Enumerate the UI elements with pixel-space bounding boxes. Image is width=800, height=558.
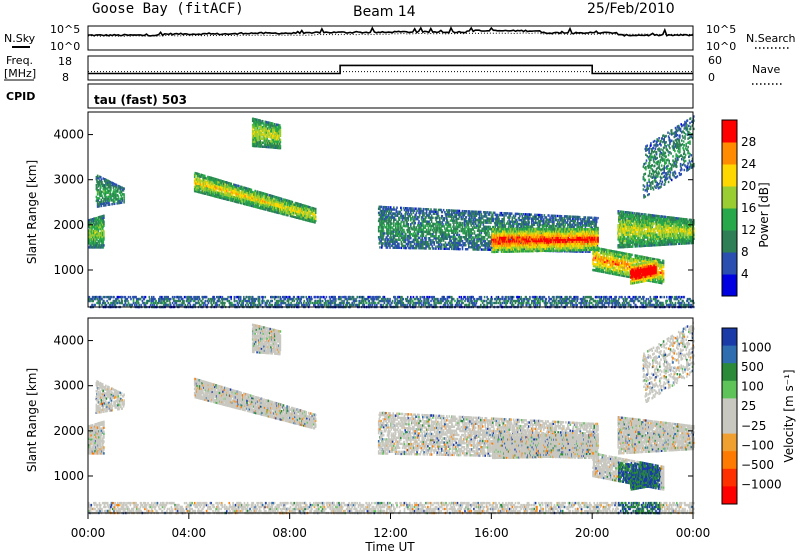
range-cell (103, 244, 105, 246)
range-cell (114, 201, 116, 203)
frequency-line (88, 65, 693, 73)
cpid-panel: CPID tau (fast) 503 (6, 84, 693, 108)
cpid-value: tau (fast) 503 (94, 93, 187, 107)
range-cell (103, 221, 105, 223)
noise-sky-line (88, 28, 693, 36)
range-cell (101, 179, 103, 181)
range-cell (257, 191, 259, 193)
range-cell (123, 188, 125, 190)
nave-label: Nave (752, 63, 780, 76)
range-cell (121, 202, 123, 204)
range-cell (101, 181, 103, 183)
range-cell (99, 197, 101, 199)
range-cell (103, 242, 105, 244)
range-cell (101, 191, 103, 193)
power-panel: 1000200030004000 Slant Range [km] (25, 112, 695, 308)
noise-left-tick-top: 10^5 (50, 23, 80, 36)
range-cell (97, 175, 99, 177)
range-cell (118, 196, 120, 198)
noise-left-tick-bottom: 10^0 (50, 40, 80, 53)
range-cell (103, 215, 105, 217)
noise-left-label: N.Sky (4, 32, 36, 45)
nave-tick-bottom: 0 (708, 71, 715, 84)
range-cell (121, 197, 123, 199)
range-cell (244, 195, 246, 197)
noise-panel: N.Sky 10^5 10^0 10^5 10^0 N.Search (4, 23, 796, 53)
range-cell (118, 198, 120, 200)
range-cell (254, 190, 256, 192)
range-cell (105, 204, 107, 206)
range-cell (99, 205, 101, 207)
range-cell (116, 186, 118, 188)
range-cell (113, 189, 115, 191)
range-cell (109, 199, 111, 201)
noise-right-tick-top: 10^5 (706, 23, 736, 36)
range-cell (101, 205, 103, 207)
range-cell (116, 184, 118, 186)
range-cell (109, 203, 111, 205)
range-cell (198, 173, 200, 175)
range-cell (241, 186, 243, 188)
range-cell (111, 203, 113, 205)
cpid-label: CPID (6, 90, 35, 103)
freq-label-1: Freq. (6, 54, 33, 67)
superdarn-summary-plot: Goose Bay (fitACF) Beam 14 25/Feb/2010 N… (0, 0, 800, 554)
nave-tick-top: 60 (708, 54, 722, 67)
range-cell (238, 185, 240, 187)
date-title: 25/Feb/2010 (587, 1, 675, 17)
noise-right-label: N.Search (746, 32, 796, 45)
range-cell (251, 189, 253, 191)
range-cell (98, 189, 100, 191)
range-cell (215, 189, 217, 191)
freq-left-tick-bottom: 8 (62, 71, 69, 84)
station-title: Goose Bay (fitACF) (92, 1, 244, 17)
range-cell (121, 199, 123, 201)
range-cell (103, 230, 105, 232)
range-cell (123, 193, 125, 195)
beam-title: Beam 14 (353, 4, 416, 20)
range-cell (204, 175, 206, 177)
range-cell (230, 183, 232, 185)
freq-label-2: [MHz] (4, 67, 36, 80)
freq-left-tick-top: 18 (58, 55, 72, 68)
range-cell (100, 176, 102, 178)
range-cell (106, 196, 108, 198)
frequency-panel: Freq. [MHz] 18 8 60 0 Nave (4, 54, 782, 84)
noise-right-tick-bottom: 10^0 (706, 40, 736, 53)
